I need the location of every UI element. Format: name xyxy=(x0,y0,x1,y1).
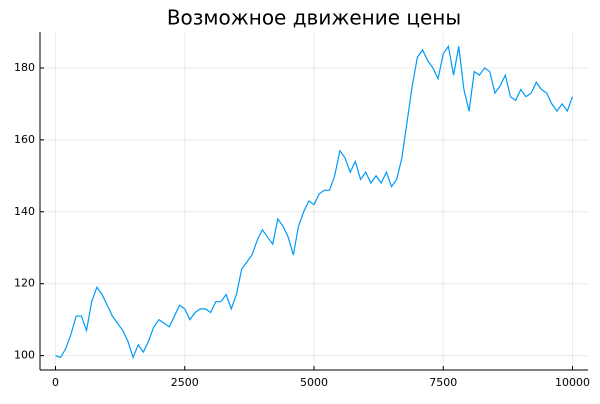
y-tick-label: 140 xyxy=(14,205,35,218)
x-tick-label: 7500 xyxy=(429,376,457,389)
price-line xyxy=(55,44,574,360)
x-tick-label: 10000 xyxy=(555,376,590,389)
y-tick-label: 160 xyxy=(14,133,35,146)
x-tick-label: 2500 xyxy=(171,376,199,389)
x-tick-label: 5000 xyxy=(300,376,328,389)
y-tick-label: 180 xyxy=(14,61,35,74)
x-tick-label: 0 xyxy=(52,376,59,389)
y-tick-label: 120 xyxy=(14,277,35,290)
chart-title: Возможное движение цены xyxy=(167,6,461,30)
y-tick-label: 100 xyxy=(14,349,35,362)
